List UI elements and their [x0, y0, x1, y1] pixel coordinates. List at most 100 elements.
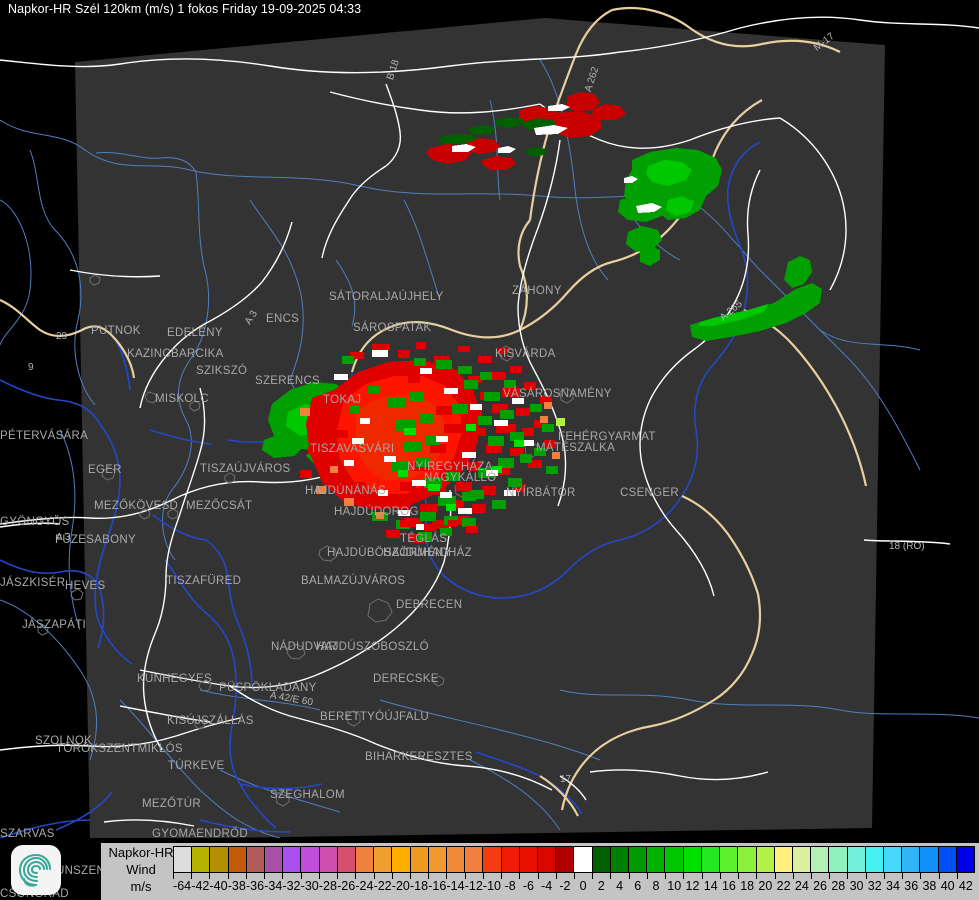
colorbar-swatch — [665, 847, 684, 872]
colorbar-tick — [719, 873, 721, 879]
radar-echo-layer — [262, 92, 822, 543]
colorbar-swatch — [246, 847, 266, 872]
colorbar-swatch — [465, 847, 484, 872]
colorbar-swatch — [647, 847, 666, 872]
colorbar-tick-label: 4 — [616, 879, 624, 893]
colorbar-tick-label: -22 — [373, 879, 392, 893]
colorbar-tick — [555, 873, 557, 879]
colorbar-tick — [373, 873, 375, 879]
colorbar-tick — [355, 873, 357, 879]
road-label: A 3 — [56, 532, 71, 543]
colorbar-tick-label: -14 — [446, 879, 465, 893]
colorbar-tick-label: 26 — [813, 879, 828, 893]
road-label: 9 — [28, 362, 34, 373]
colorbar-tick — [318, 873, 320, 879]
colorbar-swatch — [792, 847, 812, 872]
colorbar-swatch — [902, 847, 921, 872]
colorbar-tick — [209, 873, 211, 879]
colorbar-swatch — [356, 847, 375, 872]
colorbar-swatch — [701, 847, 721, 872]
colorbar-tick — [282, 873, 284, 879]
colorbar-tick — [810, 873, 812, 879]
colorbar-tick-label: -10 — [482, 879, 502, 893]
colorbar-swatch — [811, 847, 830, 872]
colorbar-tick — [245, 873, 247, 879]
colorbar-tick-label: -24 — [355, 879, 374, 893]
colorbar-tick-label: -4 — [541, 879, 553, 893]
colorbar-tick-label: 28 — [831, 879, 846, 893]
colorbar-swatch — [629, 847, 648, 872]
colorbar-tick — [501, 873, 503, 879]
colorbar-swatch — [683, 847, 702, 872]
colorbar-swatch — [447, 847, 466, 872]
stream-network — [0, 59, 979, 838]
colorbar-swatch — [501, 847, 520, 872]
colorbar-tick — [300, 873, 302, 879]
colorbar-tick-label: 36 — [904, 879, 919, 893]
colorbar-tick-label: 16 — [721, 879, 736, 893]
colorbar-swatch — [574, 847, 593, 872]
colorbar-swatch — [756, 847, 775, 872]
colorbar-tick-label: 24 — [794, 879, 809, 893]
colorbar-swatch — [265, 847, 284, 872]
colorbar-swatch — [192, 847, 211, 872]
colorbar-tick — [227, 873, 229, 879]
colorbar-tick — [865, 873, 867, 879]
colorbar-swatch — [556, 847, 575, 872]
legend-caption: Napkor-HR Wind m/s — [101, 843, 181, 900]
colorbar-tick — [428, 873, 430, 879]
colorbar-swatch — [410, 847, 429, 872]
colorbar-swatch — [774, 847, 793, 872]
colorbar-tick — [792, 873, 794, 879]
colorbar-swatch — [865, 847, 884, 872]
colorbar-tick-label: -18 — [410, 879, 429, 893]
colorbar-tick-label: -32 — [282, 879, 301, 893]
legend-line-3: m/s — [130, 879, 152, 894]
colorbar-swatch — [374, 847, 393, 872]
colorbar-tick-label: -20 — [391, 879, 410, 893]
colorbar-swatch — [174, 847, 193, 872]
colorbar-tick — [191, 873, 193, 879]
road-label: 17 — [560, 774, 572, 785]
colorbar-tick — [847, 873, 849, 879]
colorbar-swatch — [738, 847, 757, 872]
colorbar-swatch — [610, 847, 630, 872]
colorbar-swatch — [829, 847, 848, 872]
colorbar-swatch — [228, 847, 247, 872]
colorbar-tick-label: 22 — [776, 879, 791, 893]
colorbar-tick — [446, 873, 448, 879]
colorbar-tick — [464, 873, 466, 879]
colorbar-tick — [264, 873, 266, 879]
colorbar-tick-label: -64 — [173, 879, 192, 893]
colorbar-tick-label: 20 — [758, 879, 773, 893]
legend-line-2: Wind — [126, 862, 156, 877]
road-network — [0, 16, 979, 827]
colorbar-swatch — [938, 847, 957, 872]
colorbar-tick — [738, 873, 740, 879]
colorbar-tick — [701, 873, 703, 879]
colorbar-swatch — [301, 847, 320, 872]
colorbar-tick-label: 2 — [597, 879, 605, 893]
colorbar-swatch — [337, 847, 357, 872]
colorbar-swatch — [483, 847, 502, 872]
colorbar-swatch — [847, 847, 866, 872]
road-label: 29 — [56, 331, 68, 342]
colorbar-tick — [920, 873, 922, 879]
colorbar-tick — [683, 873, 685, 879]
colorbar-tick — [482, 873, 484, 879]
national-borders — [0, 6, 868, 817]
colorbar-swatch — [720, 847, 739, 872]
colorbar-tick — [537, 873, 539, 879]
colorbar-tick-label: 32 — [867, 879, 882, 893]
colorbar-tick-label: 10 — [667, 879, 682, 893]
colorbar-swatch — [920, 847, 939, 872]
colorbar-tick-label: -16 — [428, 879, 447, 893]
met-service-logo[interactable] — [11, 845, 61, 895]
colorbar-swatch — [592, 847, 611, 872]
colorbar-tick — [592, 873, 594, 879]
colorbar-tick-label: -36 — [245, 879, 265, 893]
page-title: Napkor-HR Szél 120km (m/s) 1 fokos Frida… — [8, 2, 362, 16]
colorbar-tick-label: -28 — [318, 879, 337, 893]
colorbar-tick — [610, 873, 612, 879]
